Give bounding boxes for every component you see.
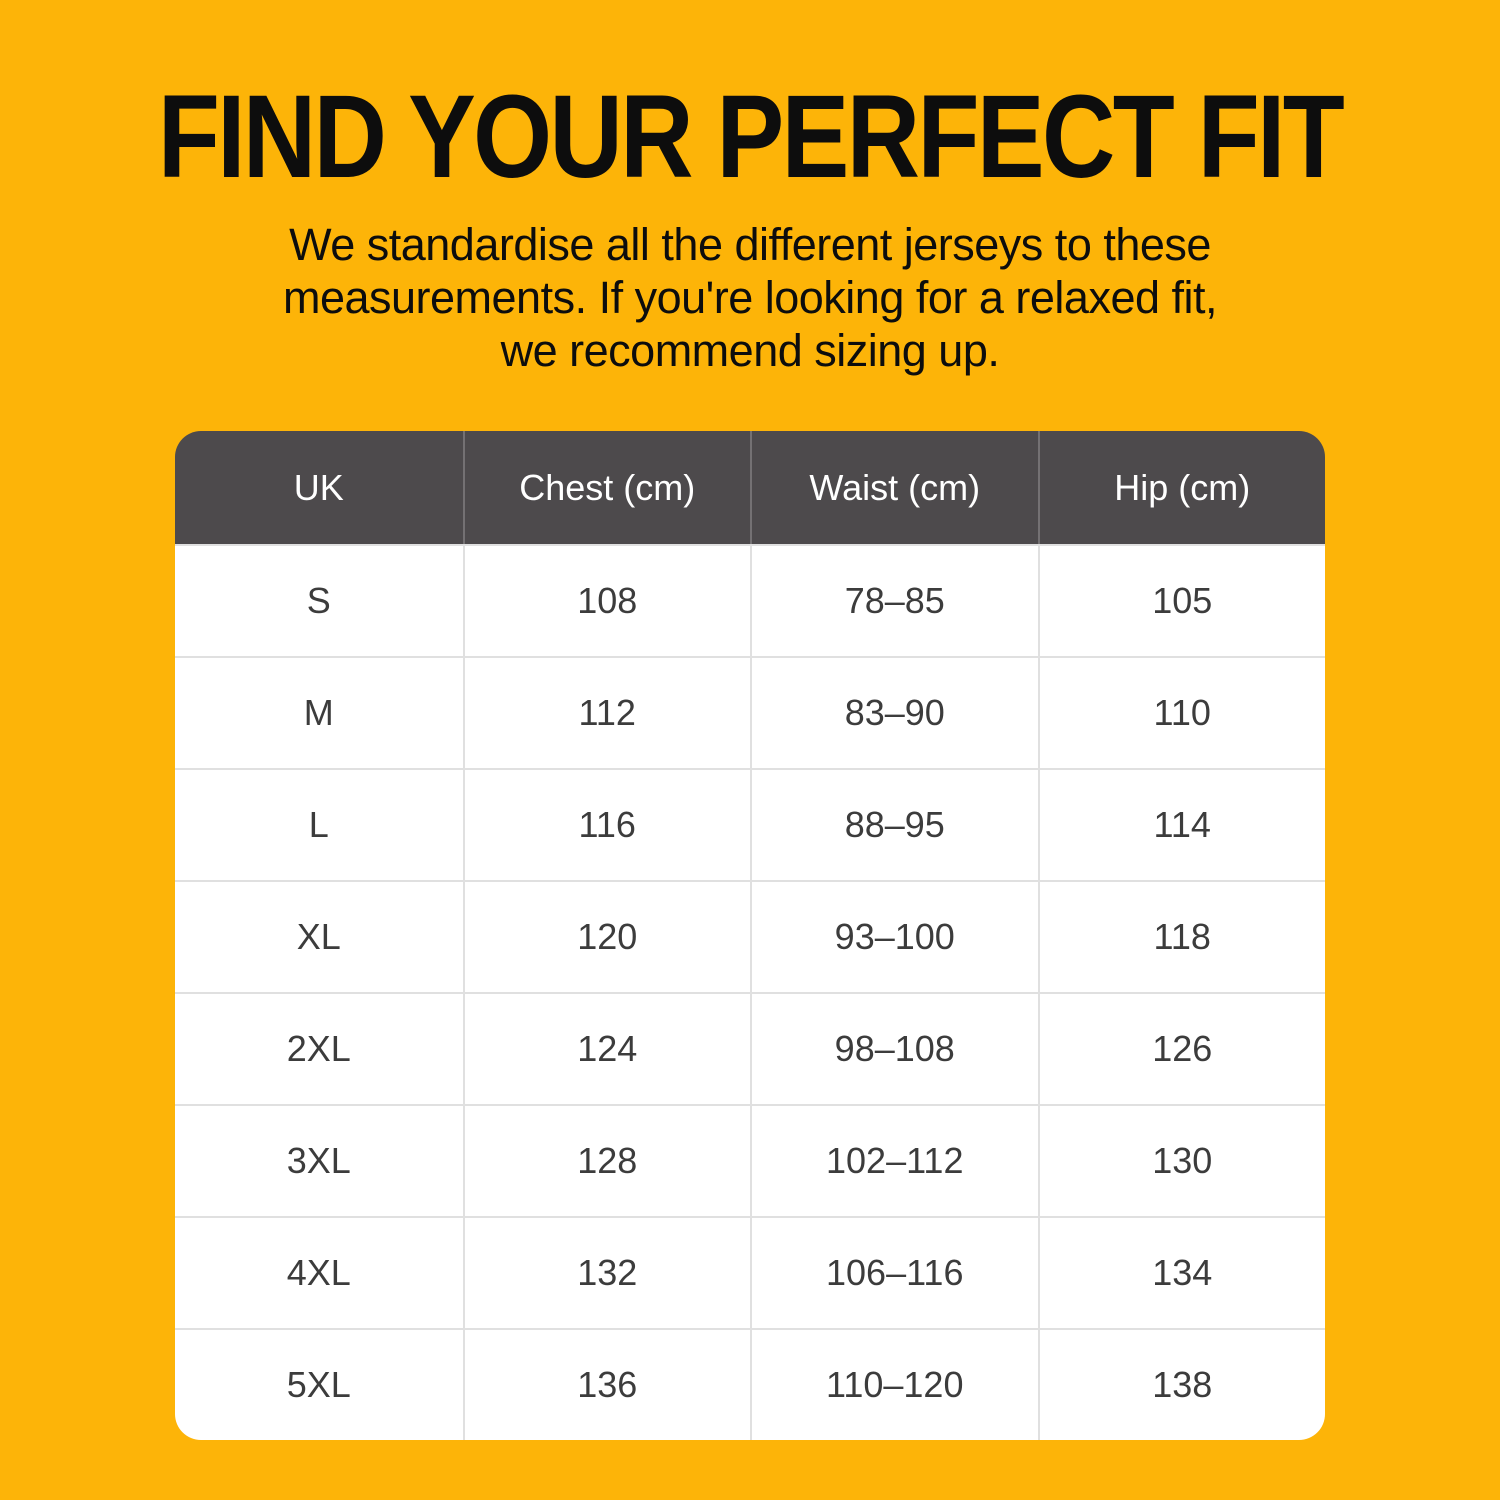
subtitle-line-2: measurements. If you're looking for a re… <box>282 272 1218 324</box>
waist-value-cell: 83–90 <box>750 656 1038 769</box>
table-row: 2XL 124 98–108 126 <box>175 992 1325 1105</box>
size-label-cell: S <box>175 544 463 657</box>
table-row: 3XL 128 102–112 130 <box>175 1104 1325 1217</box>
subtitle: We standardise all the different jerseys… <box>0 218 1500 377</box>
chest-value-cell: 124 <box>462 992 750 1105</box>
waist-value-cell: 110–120 <box>750 1328 1038 1441</box>
waist-value-cell: 102–112 <box>750 1104 1038 1217</box>
size-label-cell: M <box>175 656 463 769</box>
size-table: UK Chest (cm) Waist (cm) Hip (cm) S 108 … <box>175 431 1325 1441</box>
size-label-cell: L <box>175 768 463 881</box>
table-row: M 112 83–90 110 <box>175 656 1325 769</box>
hip-value-cell: 126 <box>1037 992 1325 1105</box>
size-table-body: S 108 78–85 105 M 112 83–90 110 L 116 88… <box>175 544 1325 1441</box>
waist-value-cell: 93–100 <box>750 880 1038 993</box>
waist-value-cell: 88–95 <box>750 768 1038 881</box>
size-label-cell: 2XL <box>175 992 463 1105</box>
size-label-cell: 5XL <box>175 1328 463 1441</box>
table-row: S 108 78–85 105 <box>175 544 1325 657</box>
hip-value-cell: 114 <box>1037 768 1325 881</box>
table-row: 5XL 136 110–120 138 <box>175 1328 1325 1441</box>
column-header-chest: Chest (cm) <box>462 431 750 545</box>
hip-value-cell: 134 <box>1037 1216 1325 1329</box>
chest-value-cell: 120 <box>462 880 750 993</box>
hip-value-cell: 105 <box>1037 544 1325 657</box>
chest-value-cell: 136 <box>462 1328 750 1441</box>
column-header-uk: UK <box>175 431 463 545</box>
chest-value-cell: 128 <box>462 1104 750 1217</box>
waist-value-cell: 106–116 <box>750 1216 1038 1329</box>
waist-value-cell: 98–108 <box>750 992 1038 1105</box>
size-table-head: UK Chest (cm) Waist (cm) Hip (cm) <box>175 431 1325 545</box>
size-label-cell: 4XL <box>175 1216 463 1329</box>
chest-value-cell: 112 <box>462 656 750 769</box>
hip-value-cell: 138 <box>1037 1328 1325 1441</box>
table-row: L 116 88–95 114 <box>175 768 1325 881</box>
chest-value-cell: 116 <box>462 768 750 881</box>
table-header-row: UK Chest (cm) Waist (cm) Hip (cm) <box>175 431 1325 545</box>
hip-value-cell: 118 <box>1037 880 1325 993</box>
table-row: 4XL 132 106–116 134 <box>175 1216 1325 1329</box>
subtitle-line-1: We standardise all the different jerseys… <box>289 219 1211 270</box>
column-header-hip: Hip (cm) <box>1037 431 1325 545</box>
column-header-waist: Waist (cm) <box>750 431 1038 545</box>
size-label-cell: 3XL <box>175 1104 463 1217</box>
table-row: XL 120 93–100 118 <box>175 880 1325 993</box>
subtitle-line-3: we recommend sizing up. <box>500 325 1000 377</box>
hip-value-cell: 130 <box>1037 1104 1325 1217</box>
size-label-cell: XL <box>175 880 463 993</box>
hip-value-cell: 110 <box>1037 656 1325 769</box>
chest-value-cell: 132 <box>462 1216 750 1329</box>
page-title: FIND YOUR PERFECT FIT <box>157 71 1345 203</box>
chest-value-cell: 108 <box>462 544 750 657</box>
waist-value-cell: 78–85 <box>750 544 1038 657</box>
